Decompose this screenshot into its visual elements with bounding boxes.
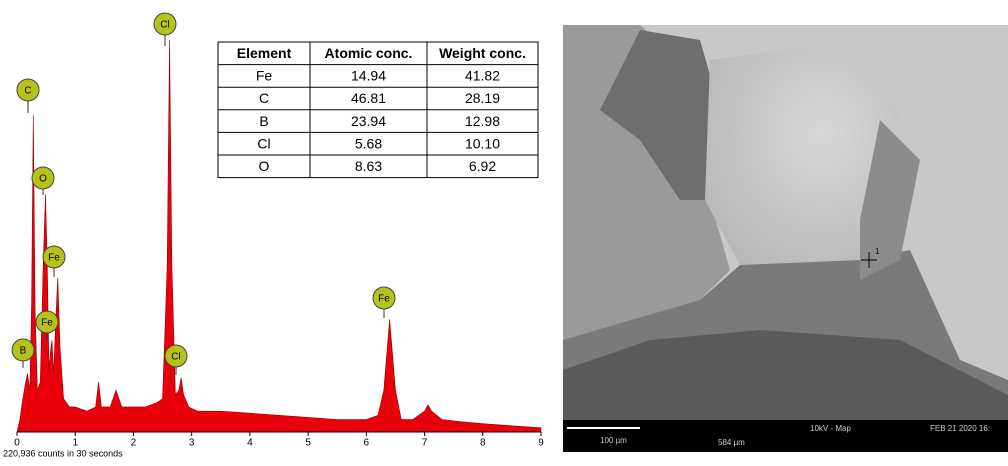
table-cell: 23.94	[351, 113, 386, 129]
peak-label: O	[39, 174, 47, 185]
peak-label: Fe	[48, 253, 60, 264]
x-tick-label: 9	[538, 438, 544, 449]
table-header: Atomic conc.	[325, 45, 413, 61]
table-cell: 5.68	[355, 135, 382, 151]
table-cell: Cl	[257, 135, 270, 151]
point-label: 1	[875, 247, 880, 256]
table-cell: O	[259, 158, 270, 174]
peak-label: Cl	[171, 352, 180, 363]
scale-label: 100 µm	[600, 436, 627, 445]
table-cell: 46.81	[351, 90, 386, 106]
mode-label: 10kV - Map	[810, 424, 851, 433]
peak-label: C	[24, 86, 31, 97]
x-tick-label: 1	[72, 438, 78, 449]
x-tick-label: 8	[480, 438, 486, 449]
peak-label: B	[20, 346, 27, 357]
peak-label: Fe	[41, 318, 53, 329]
x-tick-label: 7	[422, 438, 428, 449]
x-tick-label: 2	[131, 438, 137, 449]
table-cell: B	[259, 113, 268, 129]
table-cell: 10.10	[465, 135, 500, 151]
table-cell: 12.98	[465, 113, 500, 129]
x-tick-label: 0	[14, 438, 20, 449]
table: Element Atomic conc. Weight conc. Fe 14.94 41…	[218, 42, 538, 178]
table-cell: 28.19	[465, 90, 500, 106]
table-header: Element	[237, 45, 292, 61]
field-label: 584 µm	[718, 438, 745, 447]
table-cell: 41.82	[465, 68, 500, 84]
page: 1 100 µm 584 µm 10kV - Map FEB 21 2020 1…	[0, 0, 1008, 461]
table-cell: 14.94	[351, 68, 386, 84]
table-cell: 6.92	[469, 158, 496, 174]
table-cell: Fe	[256, 68, 273, 84]
x-tick-label: 3	[189, 438, 195, 449]
figure: 1 100 µm 584 µm 10kV - Map FEB 21 2020 1…	[0, 0, 1008, 461]
x-tick-label: 4	[247, 438, 253, 449]
table-header: Weight conc.	[439, 45, 526, 61]
x-tick-label: 6	[364, 438, 370, 449]
table-cell: C	[259, 90, 269, 106]
table-cell: 8.63	[355, 158, 382, 174]
peak-label: Fe	[378, 294, 390, 305]
x-tick-label: 5	[305, 438, 311, 449]
sem-image: 1 100 µm 584 µm 10kV - Map FEB 21 2020 1…	[563, 25, 1008, 452]
peak-label: Cl	[160, 20, 169, 31]
caption: 220,936 counts in 30 seconds	[3, 448, 123, 458]
date-label: FEB 21 2020 16:	[930, 424, 990, 433]
